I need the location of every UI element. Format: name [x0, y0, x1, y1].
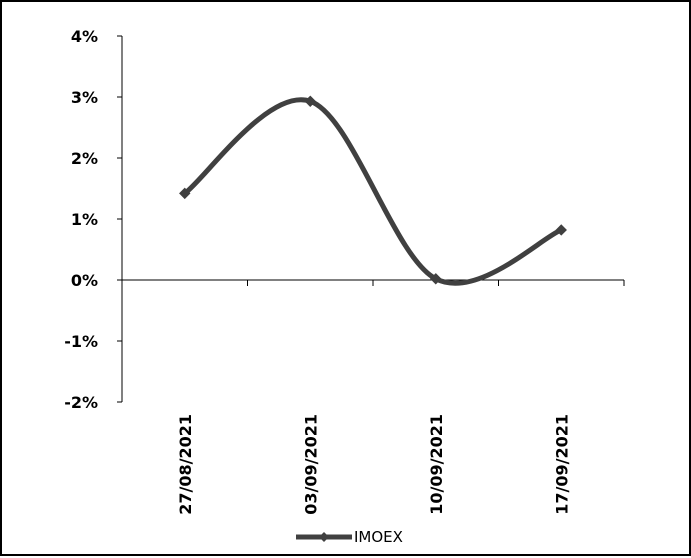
x-axis: 27/08/2021 03/09/2021 10/09/2021 17/09/2021 [121, 279, 625, 515]
legend-label-imoex: IMOEX [354, 528, 403, 546]
series-line [182, 97, 564, 286]
data-point-marker [304, 95, 316, 107]
x-tick-label: 27/08/2021 [176, 414, 195, 515]
y-tick-label: 1% [71, 210, 98, 229]
x-tick-label: 03/09/2021 [301, 414, 320, 515]
data-point-marker [179, 187, 191, 200]
y-tick-label: 2% [71, 149, 98, 168]
data-point-marker [555, 224, 567, 236]
x-tick-label: 10/09/2021 [427, 414, 446, 515]
legend: IMOEX [296, 528, 403, 546]
y-tick-label: 0% [71, 271, 98, 290]
y-tick-label: -1% [64, 332, 98, 351]
y-tick-label: 4% [71, 27, 98, 46]
data-point-marker [430, 273, 442, 285]
y-tick-label: -2% [64, 393, 98, 412]
series-imoex [179, 95, 567, 286]
x-tick-label: 17/09/2021 [552, 414, 571, 515]
y-tick-label: 3% [71, 88, 98, 107]
legend-marker-imoex [319, 532, 329, 542]
y-axis: 4% 3% 2% 1% 0% -1% -2% [64, 27, 123, 412]
